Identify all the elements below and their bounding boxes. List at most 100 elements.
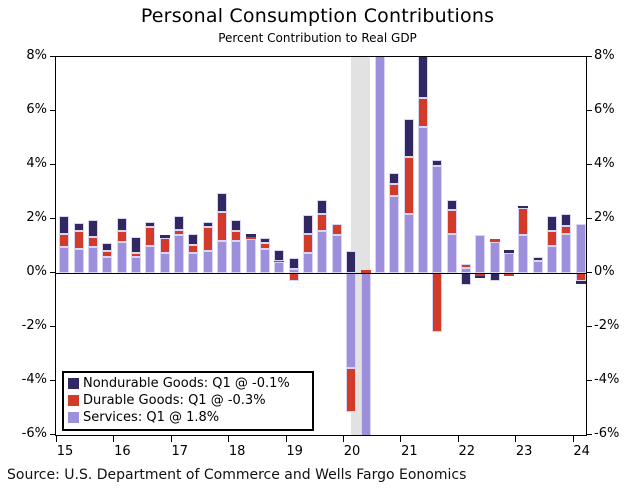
y-tick-right (586, 56, 592, 57)
bar-segment-nondurable-goods (102, 243, 113, 252)
bar-segment-durable-goods (245, 236, 256, 240)
x-axis-label: 15 (56, 444, 74, 459)
bar-segment-services (518, 235, 529, 273)
bar-segment-nondurable-goods (202, 221, 213, 228)
bar-segment-nondurable-goods (489, 273, 500, 282)
y-tick-right (586, 272, 592, 273)
bar-segment-nondurable-goods (130, 236, 141, 253)
bar-segment-services (547, 246, 558, 273)
bar-segment-nondurable-goods (475, 275, 486, 279)
bar-segment-durable-goods (274, 260, 285, 263)
bar-segment-durable-goods (87, 236, 98, 248)
durable-goods-swatch-icon (68, 395, 79, 406)
source-note: Source: U.S. Department of Commerce and … (7, 467, 467, 483)
y-axis-label-right: 4% (594, 156, 615, 171)
bar-segment-services (374, 57, 385, 273)
y-tick-right (586, 110, 592, 111)
bar-segment-durable-goods (303, 233, 314, 253)
bar-segment-nondurable-goods (245, 233, 256, 237)
x-tick (457, 436, 459, 442)
legend-item-durable-goods: Durable Goods: Q1 @ -0.3% (68, 392, 307, 409)
x-tick (343, 436, 344, 442)
bar-segment-services (188, 252, 199, 273)
bar-segment-services (317, 231, 328, 273)
bar-segment-durable-goods (346, 367, 357, 413)
y-tick-right (586, 434, 592, 435)
x-tick (572, 436, 574, 442)
y-axis-label-left: -6% (21, 426, 47, 441)
bar-segment-durable-goods (231, 231, 242, 241)
bar-segment-nondurable-goods (188, 233, 199, 245)
y-tick-right (586, 326, 592, 327)
bar-segment-durable-goods (130, 252, 141, 257)
zero-line (56, 273, 586, 274)
y-axis-label-left: -2% (21, 318, 47, 333)
x-tick (515, 436, 517, 442)
bar-segment-durable-goods (145, 227, 156, 246)
bar-segment-services (346, 273, 357, 368)
bar-segment-services (245, 239, 256, 273)
bar-segment-durable-goods (202, 227, 213, 252)
y-axis-label-left: -4% (21, 372, 47, 387)
y-tick-left (50, 380, 56, 381)
y-axis-label-right: -2% (594, 318, 620, 333)
bar-segment-services (145, 246, 156, 273)
bar-segment-nondurable-goods (231, 220, 242, 232)
legend-label: Nondurable Goods: Q1 @ -0.1% (83, 376, 290, 391)
bar-segment-durable-goods (173, 229, 184, 236)
bar-segment-services (532, 260, 543, 273)
bar-segment-services (575, 224, 586, 273)
bar-segment-durable-goods (288, 273, 299, 282)
bar-segment-services (460, 267, 471, 273)
y-tick-left (50, 434, 56, 435)
x-axis-label: 22 (458, 444, 476, 459)
bar-segment-nondurable-goods (561, 213, 572, 226)
bar-segment-nondurable-goods (145, 221, 156, 228)
legend-item-nondurable-goods: Nondurable Goods: Q1 @ -0.1% (68, 375, 307, 392)
bar-segment-services (331, 235, 342, 273)
bar-segment-durable-goods (116, 231, 127, 242)
x-tick (56, 436, 57, 442)
bar-segment-durable-goods (489, 239, 500, 242)
y-axis-label-right: 2% (594, 210, 615, 225)
bar-segment-durable-goods (73, 231, 84, 249)
bar-segment-nondurable-goods (460, 273, 471, 286)
bar-segment-nondurable-goods (288, 258, 299, 269)
bar-segment-nondurable-goods (518, 205, 529, 209)
services-swatch-icon (68, 412, 79, 423)
bar-segment-services (417, 127, 428, 273)
bar-segment-durable-goods (475, 273, 486, 276)
y-axis-label-right: 6% (594, 102, 615, 117)
bar-segment-durable-goods (547, 231, 558, 246)
bar-segment-durable-goods (446, 209, 457, 234)
bar-segment-durable-goods (317, 213, 328, 232)
y-axis-label-right: 0% (594, 264, 615, 279)
bar-segment-nondurable-goods (417, 57, 428, 98)
bar-segment-services (59, 247, 70, 273)
x-tick (285, 436, 287, 442)
x-axis-label: 23 (515, 444, 533, 459)
bar-segment-services (130, 256, 141, 273)
x-axis-label: 20 (343, 444, 361, 459)
bar-segment-durable-goods (331, 224, 342, 236)
bar-segment-services (173, 235, 184, 273)
x-tick (170, 436, 172, 442)
y-tick-right (586, 380, 592, 381)
x-axis-label: 21 (401, 444, 418, 459)
bar-segment-nondurable-goods (173, 216, 184, 230)
bar-segment-nondurable-goods (432, 159, 443, 167)
bar-segment-nondurable-goods (274, 250, 285, 261)
bar-segment-services (475, 235, 486, 273)
bar-segment-nondurable-goods (116, 217, 127, 232)
bar-segment-durable-goods (389, 183, 400, 197)
bar-segment-services (87, 247, 98, 273)
x-axis-label: 18 (228, 444, 246, 459)
bar-segment-services (202, 251, 213, 273)
bar-segment-durable-goods (403, 156, 414, 214)
y-tick-left (50, 326, 56, 327)
bar-segment-services (260, 248, 271, 273)
bar-segment-durable-goods (417, 97, 428, 128)
bar-segment-services (73, 248, 84, 273)
bar-segment-durable-goods (102, 251, 113, 257)
bar-segment-services (116, 241, 127, 273)
